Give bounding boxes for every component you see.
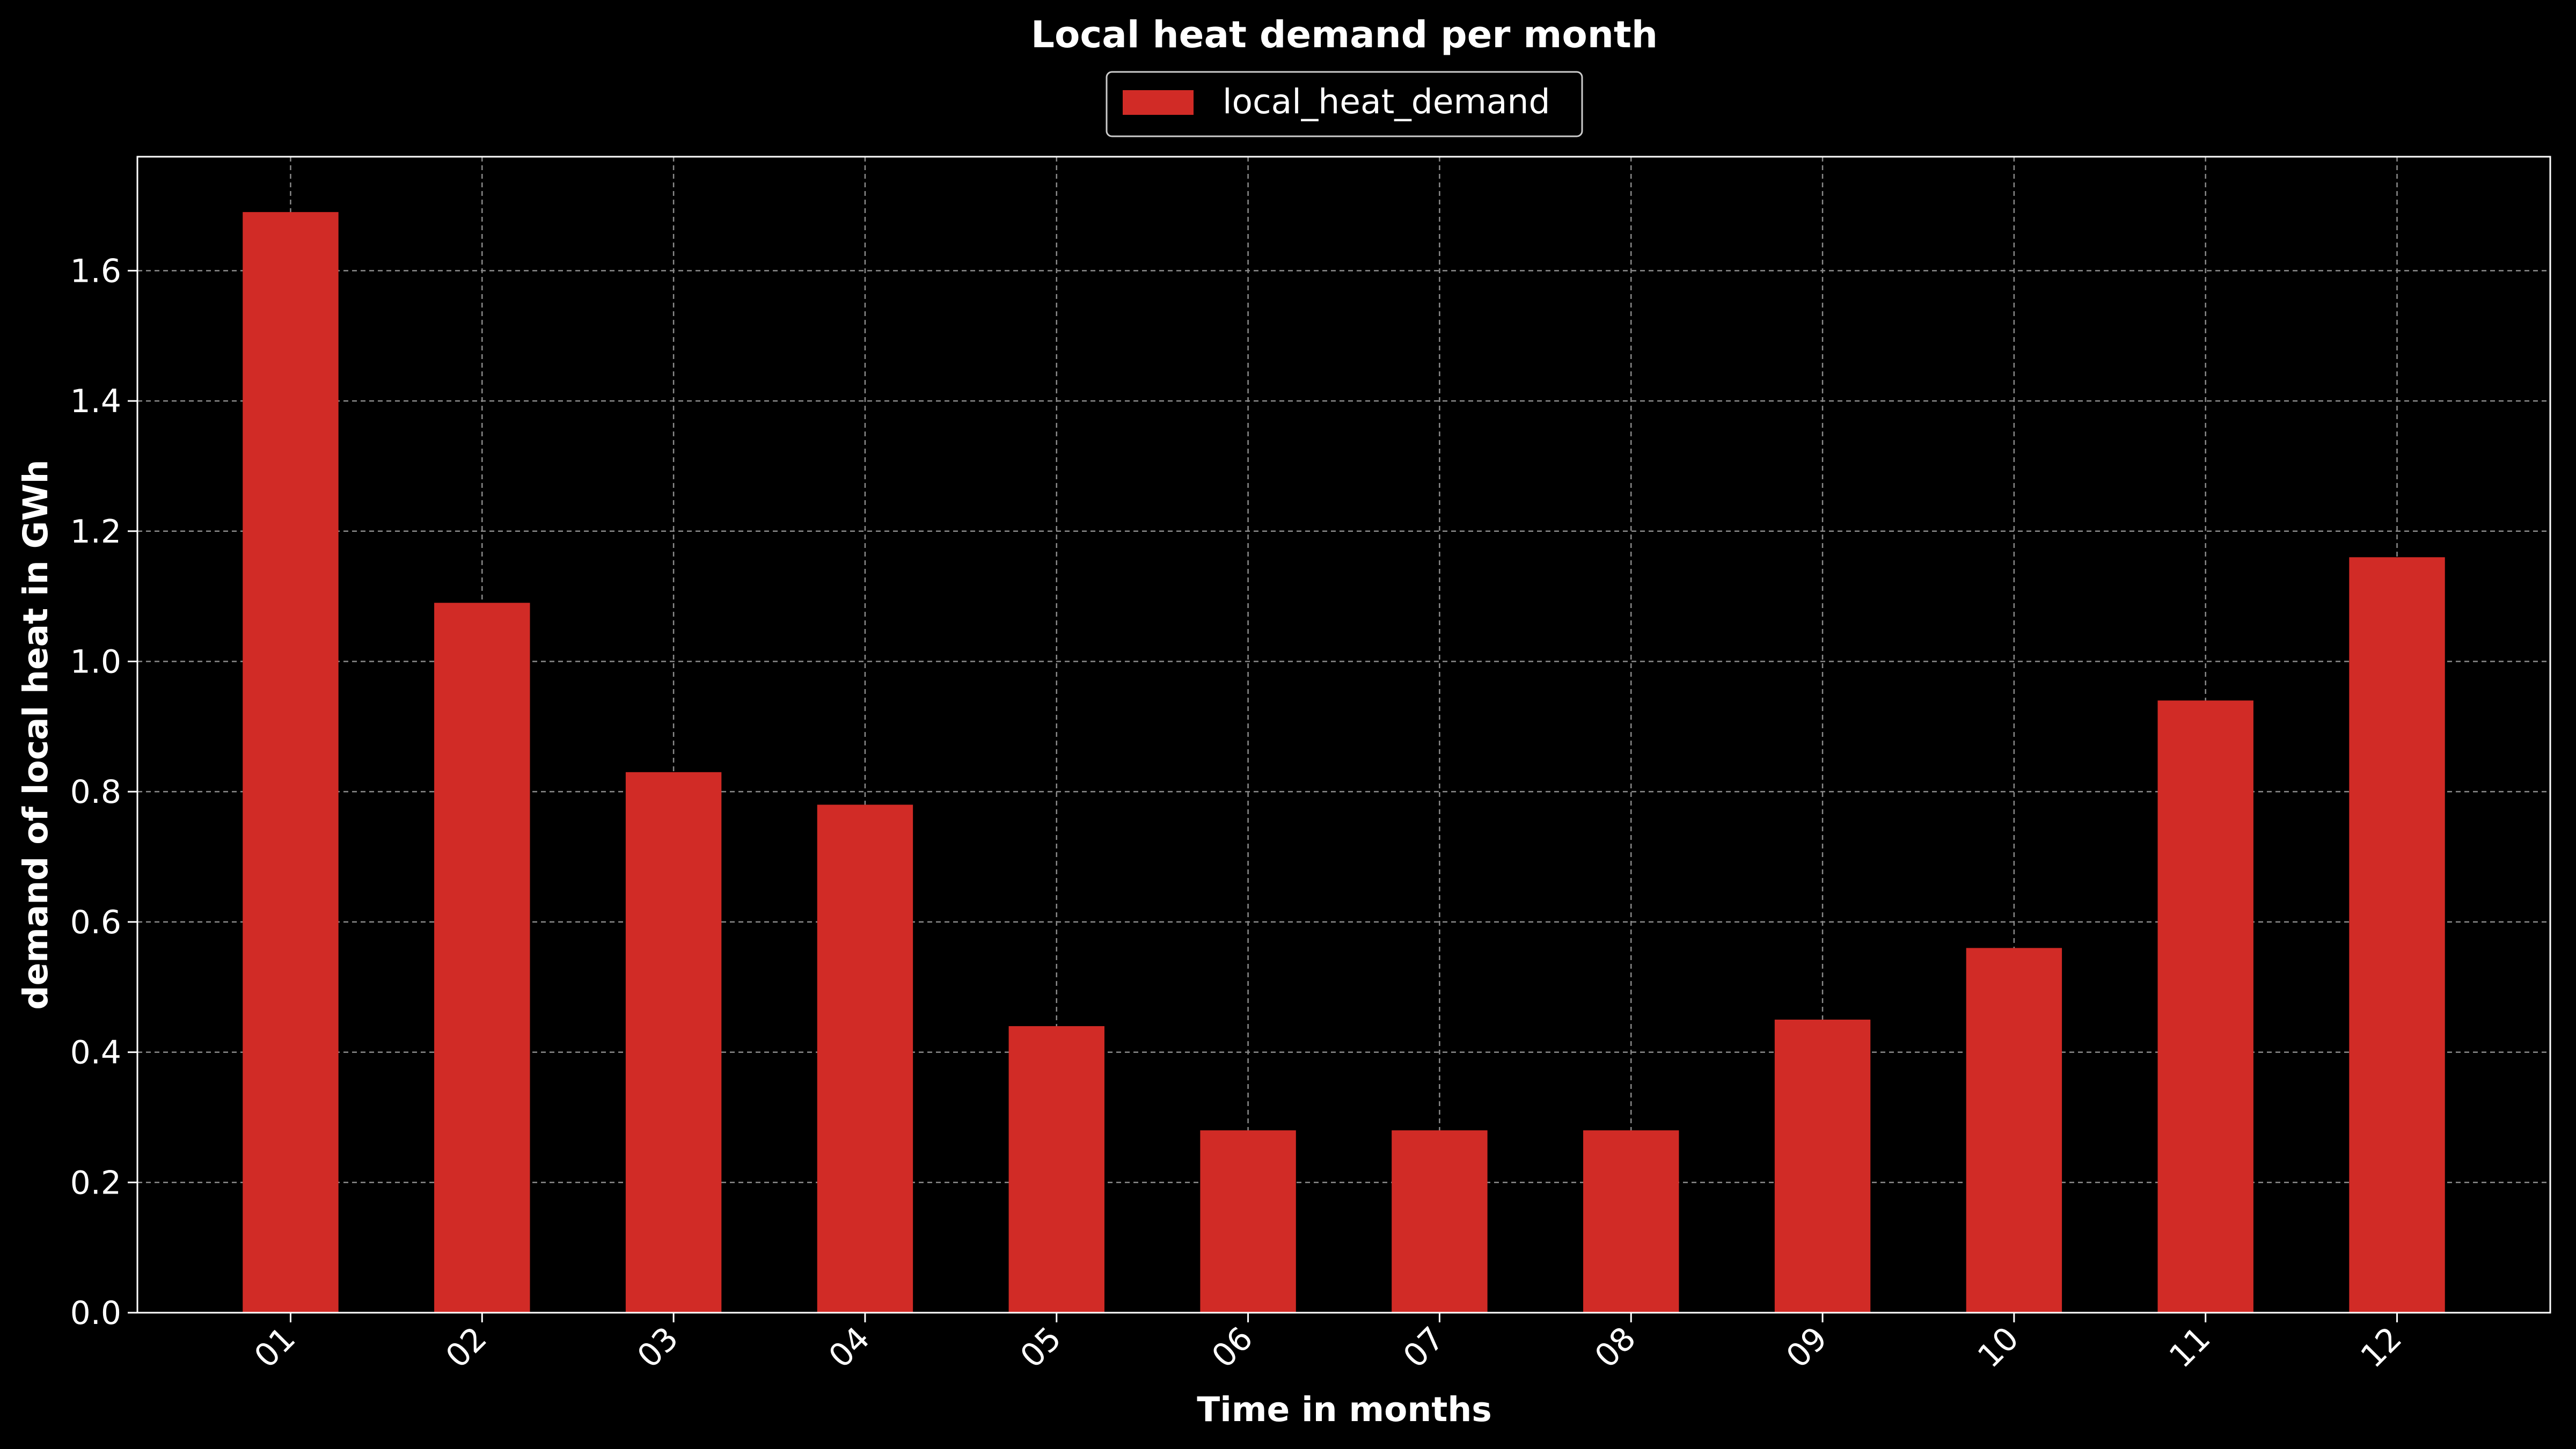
y-tick-label: 1.4 — [70, 383, 121, 420]
x-axis-ticks: 01 02 03 04 05 06 07 08 09 10 11 12 — [247, 1313, 2409, 1375]
y-tick-label: 1.6 — [70, 252, 121, 290]
y-axis-label: demand of local heat in GWh — [16, 459, 55, 1009]
x-tick-label: 09 — [1779, 1320, 1834, 1375]
legend-frame — [1106, 71, 1583, 137]
bar-11 — [2157, 700, 2253, 1313]
x-tick-label: 08 — [1587, 1320, 1643, 1375]
bar-09 — [1774, 1019, 1871, 1313]
legend-label: local_heat_demand — [1223, 82, 1550, 121]
x-tick-label: 04 — [822, 1320, 877, 1375]
bar-02 — [434, 603, 530, 1313]
x-tick-label: 03 — [630, 1320, 685, 1375]
y-axis-ticks: 0.0 0.2 0.4 0.6 0.8 1.0 1.2 1.4 1.6 — [70, 252, 137, 1332]
y-tick-label: 0.2 — [70, 1164, 121, 1202]
x-tick-label: 01 — [247, 1320, 303, 1375]
bar-03 — [625, 772, 722, 1313]
y-tick-label: 0.0 — [70, 1294, 121, 1332]
legend: local_heat_demand — [1106, 71, 1583, 137]
x-tick-label: 05 — [1013, 1320, 1069, 1375]
x-tick-label: 10 — [1971, 1320, 2026, 1375]
x-axis-label: Time in months — [1197, 1390, 1492, 1429]
plot-frame — [136, 156, 2551, 1314]
x-tick-label: 02 — [438, 1320, 494, 1375]
bar-06 — [1200, 1130, 1296, 1313]
y-tick-label: 1.0 — [70, 643, 121, 680]
x-tick-label: 07 — [1396, 1320, 1452, 1375]
bar-07 — [1392, 1130, 1488, 1313]
x-tick-label: 11 — [2162, 1320, 2218, 1375]
chart-title: Local heat demand per month — [1031, 13, 1658, 56]
bars — [243, 212, 2445, 1313]
y-tick-label: 0.6 — [70, 904, 121, 941]
bar-04 — [817, 804, 913, 1313]
y-tick-label: 0.8 — [70, 773, 121, 811]
bar-12 — [2349, 557, 2445, 1313]
x-tick-label: 12 — [2354, 1320, 2409, 1375]
bar-10 — [1966, 948, 2062, 1313]
bar-08 — [1583, 1130, 1679, 1313]
y-tick-label: 1.2 — [70, 513, 121, 551]
bar-05 — [1008, 1026, 1104, 1313]
bar-01 — [243, 212, 339, 1313]
x-tick-label: 06 — [1205, 1320, 1260, 1375]
y-tick-label: 0.4 — [70, 1034, 121, 1072]
legend-swatch — [1123, 90, 1194, 115]
